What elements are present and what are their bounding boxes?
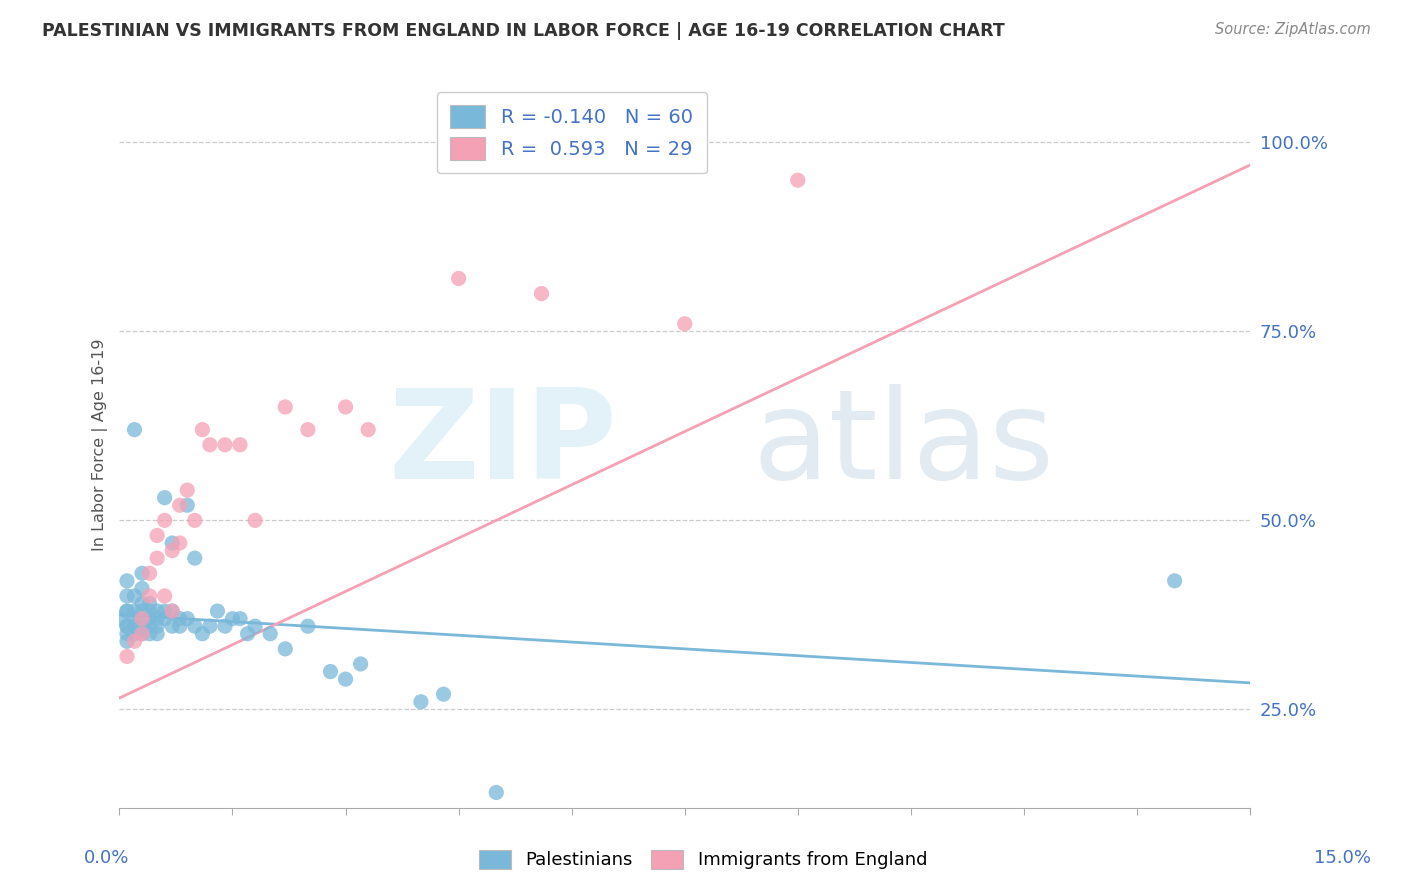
Y-axis label: In Labor Force | Age 16-19: In Labor Force | Age 16-19	[93, 338, 108, 551]
Point	[207, 604, 229, 618]
Point	[160, 536, 183, 550]
Point	[485, 785, 508, 799]
Point	[153, 604, 176, 618]
Point	[124, 619, 146, 633]
Point	[409, 695, 432, 709]
Point	[176, 498, 198, 512]
Point	[124, 589, 146, 603]
Point	[131, 612, 153, 626]
Point	[124, 634, 146, 648]
Point	[176, 612, 198, 626]
Point	[131, 626, 153, 640]
Point	[198, 619, 221, 633]
Point	[160, 543, 183, 558]
Point	[131, 626, 153, 640]
Point	[131, 597, 153, 611]
Point	[274, 641, 297, 656]
Point	[115, 634, 138, 648]
Point	[131, 566, 153, 581]
Point	[124, 626, 146, 640]
Point	[138, 589, 160, 603]
Point	[169, 619, 191, 633]
Point	[160, 604, 183, 618]
Text: atlas: atlas	[752, 384, 1054, 505]
Text: PALESTINIAN VS IMMIGRANTS FROM ENGLAND IN LABOR FORCE | AGE 16-19 CORRELATION CH: PALESTINIAN VS IMMIGRANTS FROM ENGLAND I…	[42, 22, 1005, 40]
Legend: R = -0.140   N = 60, R =  0.593   N = 29: R = -0.140 N = 60, R = 0.593 N = 29	[437, 92, 707, 173]
Point	[198, 438, 221, 452]
Point	[229, 438, 252, 452]
Point	[146, 604, 169, 618]
Point	[335, 400, 357, 414]
Point	[184, 619, 207, 633]
Point	[131, 619, 153, 633]
Point	[191, 423, 214, 437]
Point	[115, 574, 138, 588]
Point	[447, 271, 470, 285]
Legend: Palestinians, Immigrants from England: Palestinians, Immigrants from England	[470, 840, 936, 879]
Text: ZIP: ZIP	[388, 384, 617, 505]
Point	[115, 619, 138, 633]
Point	[115, 649, 138, 664]
Point	[115, 604, 138, 618]
Point	[214, 438, 236, 452]
Point	[138, 597, 160, 611]
Point	[673, 317, 696, 331]
Point	[115, 604, 138, 618]
Point	[138, 566, 160, 581]
Text: Source: ZipAtlas.com: Source: ZipAtlas.com	[1215, 22, 1371, 37]
Point	[124, 612, 146, 626]
Point	[115, 619, 138, 633]
Point	[138, 626, 160, 640]
Point	[191, 626, 214, 640]
Point	[243, 513, 266, 527]
Point	[169, 498, 191, 512]
Point	[349, 657, 371, 671]
Point	[236, 626, 259, 640]
Point	[530, 286, 553, 301]
Point	[115, 626, 138, 640]
Point	[108, 612, 131, 626]
Point	[786, 173, 808, 187]
Point	[176, 483, 198, 497]
Point	[138, 619, 160, 633]
Point	[169, 536, 191, 550]
Point	[146, 528, 169, 542]
Text: 15.0%: 15.0%	[1315, 849, 1371, 867]
Point	[243, 619, 266, 633]
Point	[169, 612, 191, 626]
Point	[153, 612, 176, 626]
Point	[229, 612, 252, 626]
Point	[160, 619, 183, 633]
Point	[153, 513, 176, 527]
Point	[131, 582, 153, 596]
Point	[1163, 574, 1185, 588]
Point	[357, 423, 380, 437]
Point	[214, 619, 236, 633]
Point	[160, 604, 183, 618]
Point	[274, 400, 297, 414]
Point	[124, 423, 146, 437]
Point	[297, 423, 319, 437]
Point	[146, 612, 169, 626]
Point	[146, 626, 169, 640]
Point	[335, 672, 357, 686]
Point	[124, 604, 146, 618]
Point	[297, 619, 319, 633]
Point	[184, 513, 207, 527]
Point	[153, 589, 176, 603]
Point	[115, 589, 138, 603]
Point	[319, 665, 342, 679]
Point	[432, 687, 454, 701]
Point	[138, 604, 160, 618]
Point	[146, 619, 169, 633]
Point	[138, 612, 160, 626]
Text: 0.0%: 0.0%	[84, 849, 129, 867]
Point	[184, 551, 207, 566]
Point	[259, 626, 281, 640]
Point	[146, 551, 169, 566]
Point	[153, 491, 176, 505]
Point	[221, 612, 243, 626]
Point	[131, 604, 153, 618]
